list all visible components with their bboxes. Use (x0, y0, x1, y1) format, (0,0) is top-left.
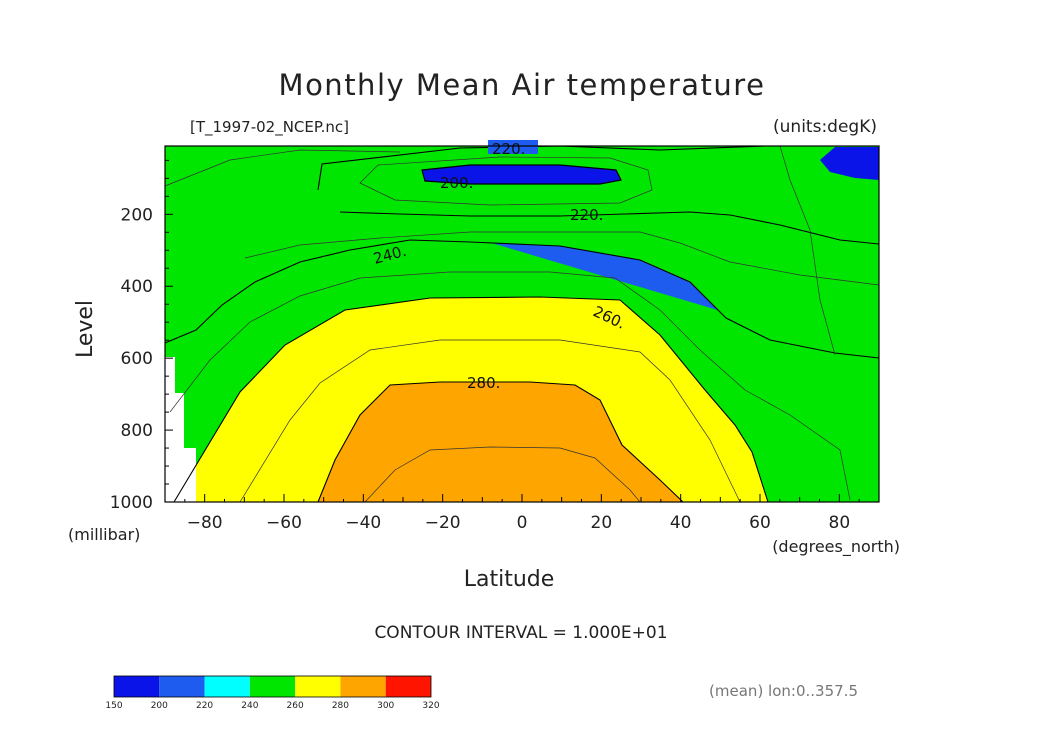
x-axis-units: (degrees_north) (772, 537, 900, 557)
colorbar-swatch (340, 676, 386, 697)
band-280-290 (318, 382, 683, 502)
contour-line-230 (164, 149, 880, 286)
contour-interval-text: CONTOUR INTERVAL = 1.000E+01 (374, 623, 667, 643)
x-tick-label: 40 (670, 513, 692, 533)
colorbar-tick-label: 220 (196, 701, 213, 711)
contour-line-250 (169, 271, 851, 501)
contour-line-260 (173, 296, 769, 503)
contour-label-220-top: 220. (492, 140, 525, 158)
x-tick-label: 60 (749, 513, 771, 533)
band-150-200-arctic (820, 147, 879, 180)
y-tick-label: 200 (121, 205, 153, 225)
colorbar-swatch (204, 676, 250, 697)
x-axis: −80 −60 −40 −20 0 20 40 60 80 (164, 494, 880, 533)
colorbar-swatch (385, 676, 431, 697)
x-tick-label: 80 (829, 513, 851, 533)
y-tick-label: 800 (121, 421, 153, 441)
units-label: (units:degK) (773, 117, 877, 137)
x-tick-label: −80 (187, 513, 223, 533)
y-tick-label: 1000 (110, 493, 153, 513)
file-label: [T_1997-02_NCEP.nc] (190, 118, 349, 137)
contour-line-220-b (339, 211, 880, 245)
colorbar-tick-label: 260 (287, 701, 304, 711)
y-axis: 1000 800 600 400 200 (110, 159, 173, 513)
y-tick-label: 400 (121, 277, 153, 297)
contour-field (165, 146, 879, 502)
x-tick-label: 20 (591, 513, 613, 533)
contour-line-280 (317, 381, 684, 503)
contour-line-270 (239, 339, 741, 503)
y-axis-units: (millibar) (68, 525, 140, 544)
band-150-200 (422, 165, 621, 184)
y-tick-label: 600 (121, 349, 153, 369)
contour-line-240 (164, 239, 880, 359)
colorbar-swatch (295, 676, 341, 697)
colorbar: 150 200 220 240 260 280 300 320 (105, 675, 440, 711)
y-axis-label: Level (73, 300, 98, 358)
colorbar-tick-label: 280 (332, 701, 349, 711)
contour-line-arctic-220 (779, 145, 836, 356)
colorbar-tick-label: 300 (377, 701, 394, 711)
colorbar-tick-label: 320 (422, 701, 439, 711)
averaging-text: (mean) lon:0..357.5 (709, 682, 858, 700)
colorbar-tick-label: 200 (151, 701, 168, 711)
x-axis-label: Latitude (464, 567, 555, 592)
x-tick-label: 0 (517, 513, 528, 533)
colorbar-swatch (114, 676, 160, 697)
x-tick-label: −20 (425, 513, 461, 533)
colorbar-swatch (159, 676, 205, 697)
white-mask-topography (165, 357, 196, 502)
contour-line-200 (421, 164, 622, 185)
contour-label-220-mid: 220. (570, 206, 603, 224)
colorbar-tick-label: 150 (105, 701, 122, 711)
contour-line-210 (359, 156, 653, 206)
x-tick-label: −60 (266, 513, 302, 533)
colorbar-frame (113, 675, 432, 698)
colorbar-tick-label: 240 (241, 701, 258, 711)
colorbar-swatch (249, 676, 296, 697)
contour-label-200: 200. (440, 174, 473, 192)
contour-line-290 (364, 446, 641, 503)
chart-title: Monthly Mean Air temperature (279, 68, 766, 102)
contour-label-280: 280. (467, 374, 500, 392)
x-tick-label: −40 (345, 513, 381, 533)
